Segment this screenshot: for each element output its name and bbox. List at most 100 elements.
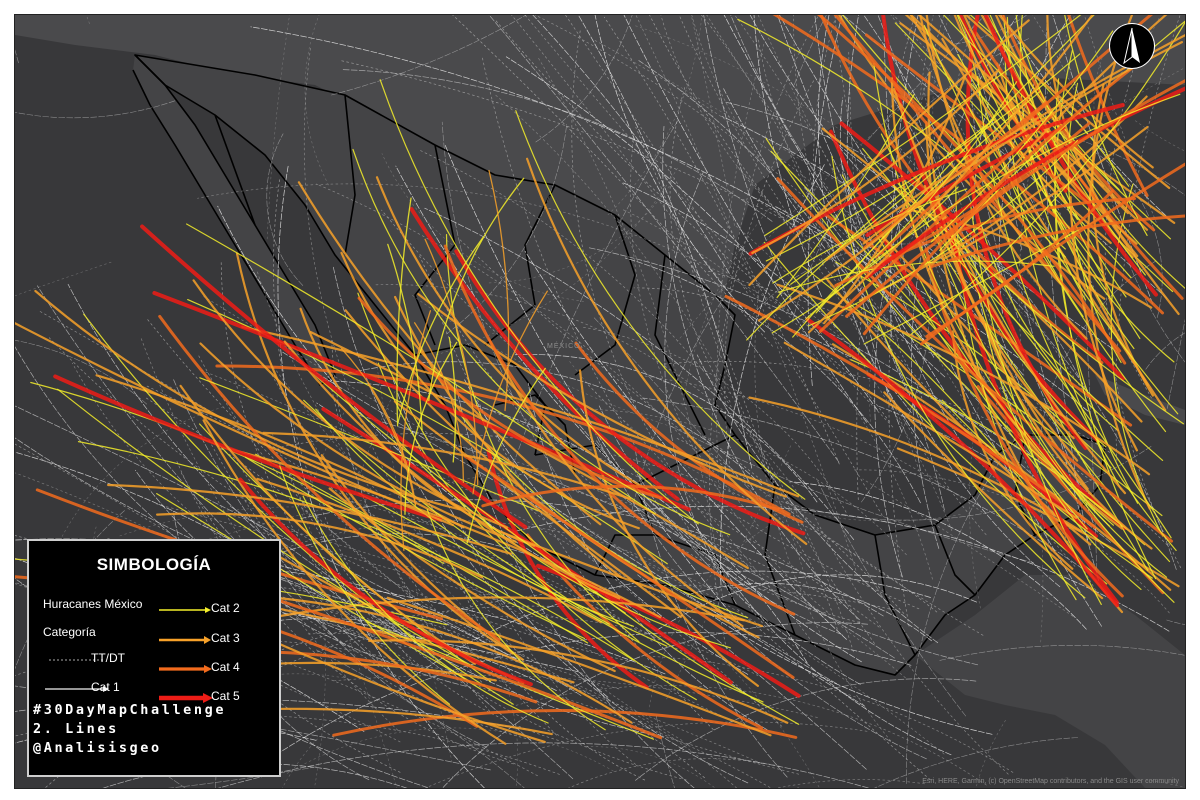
hurricane-track: [332, 708, 798, 739]
hurricane-track: [874, 737, 1078, 788]
hurricane-track: [862, 148, 1164, 461]
hurricane-map[interactable]: [15, 15, 1185, 788]
hurricane-track: [332, 674, 818, 718]
hurricane-track: [705, 270, 1111, 453]
hurricane-track: [358, 492, 668, 647]
hurricane-track: [424, 207, 855, 540]
hurricane-track: [635, 450, 788, 778]
legend-swatch-cat2: [159, 607, 211, 613]
hurricane-track: [1095, 152, 1163, 318]
hurricane-track: [682, 208, 770, 406]
hurricane-track: [880, 133, 1171, 563]
hurricane-track: [488, 339, 744, 628]
hurricane-track: [594, 15, 765, 333]
hurricane-track: [505, 56, 878, 411]
hurricane-track: [953, 15, 1075, 183]
hurricane-track: [1083, 275, 1098, 574]
hurricane-track: [269, 361, 683, 741]
hurricane-track: [386, 596, 772, 737]
hurricane-track: [488, 15, 840, 463]
hurricane-track: [649, 15, 805, 244]
hurricane-track: [426, 508, 606, 731]
hurricane-track: [1015, 15, 1127, 298]
hurricane-track: [497, 120, 679, 511]
hurricane-track: [675, 437, 838, 630]
hurricane-track: [37, 285, 345, 646]
country-label-mexico: MÉXICO: [547, 343, 581, 350]
hurricane-track: [534, 15, 870, 260]
hurricane-track: [304, 15, 329, 186]
hurricane-track: [481, 55, 770, 631]
hurricane-track: [702, 434, 905, 614]
hurricane-track: [780, 446, 1152, 521]
hurricane-track: [152, 291, 691, 512]
hurricane-track: [863, 15, 1006, 283]
hurricane-track: [585, 382, 817, 647]
north-arrow-icon: [1109, 23, 1155, 69]
legend-label-cat3: Cat 3: [211, 631, 240, 645]
legend-swatch-cat1: [45, 686, 109, 692]
hurricane-track: [1145, 332, 1185, 370]
hurricane-track: [1052, 15, 1154, 305]
hurricane-track: [400, 310, 432, 551]
hurricane-track: [146, 397, 557, 736]
hurricane-track: [511, 505, 1170, 632]
hurricane-track: [1087, 15, 1151, 510]
hurricane-track: [365, 620, 800, 775]
hurricane-track: [34, 289, 462, 511]
hurricane-track: [594, 39, 1094, 476]
hurricane-track: [943, 258, 1175, 603]
hurricane-track: [282, 433, 938, 613]
hurricane-track: [858, 95, 1148, 302]
hurricane-track: [723, 88, 946, 378]
hurricane-track: [256, 270, 498, 618]
hurricane-track: [635, 15, 857, 571]
legend-label-cat4: Cat 4: [211, 660, 240, 674]
hurricane-track: [515, 110, 806, 500]
hurricane-track: [565, 15, 883, 516]
hurricane-track: [339, 59, 955, 318]
hurricane-track: [444, 144, 747, 632]
hurricane-track: [865, 33, 1088, 203]
hurricane-track: [342, 69, 773, 222]
hurricane-track: [498, 483, 783, 727]
hurricane-track: [862, 478, 1074, 617]
hurricane-track: [603, 16, 840, 465]
hurricane-track: [881, 197, 1136, 263]
hurricane-track: [156, 493, 471, 682]
hurricane-track: [1067, 15, 1149, 197]
hurricane-track: [30, 381, 444, 564]
hurricane-track: [925, 15, 1088, 340]
hurricane-track: [502, 469, 846, 606]
hurricane-track: [514, 685, 987, 786]
hurricane-track: [831, 155, 1086, 599]
hurricane-track: [736, 608, 931, 781]
hurricane-track: [229, 448, 662, 619]
hurricane-track: [842, 15, 1168, 299]
hurricane-track: [790, 155, 952, 285]
hurricane-track: [655, 715, 675, 788]
hurricane-track: [775, 779, 925, 788]
hurricane-track: [158, 314, 501, 642]
hurricane-track: [816, 478, 966, 717]
hurricane-track: [789, 481, 1087, 630]
hurricane-track: [950, 364, 1102, 627]
hurricane-track: [813, 15, 837, 266]
hurricane-track: [1104, 32, 1182, 569]
hurricane-track: [867, 15, 986, 141]
hurricane-track: [443, 244, 796, 616]
hurricane-track: [15, 100, 176, 119]
hurricane-track: [1115, 15, 1181, 462]
hurricane-track: [753, 15, 822, 297]
hurricane-track: [303, 45, 523, 656]
legend-label-cat1: Cat 1: [91, 680, 120, 694]
hurricane-track: [678, 15, 1010, 468]
legend-label-ttdt: TT/DT: [91, 651, 125, 665]
hurricane-track: [524, 15, 894, 428]
hurricane-track: [870, 81, 1018, 262]
hurricane-track: [454, 566, 646, 781]
hurricane-track: [343, 381, 401, 535]
hurricane-track: [571, 28, 781, 598]
hurricane-track: [793, 15, 827, 86]
hurricane-track: [537, 56, 726, 617]
